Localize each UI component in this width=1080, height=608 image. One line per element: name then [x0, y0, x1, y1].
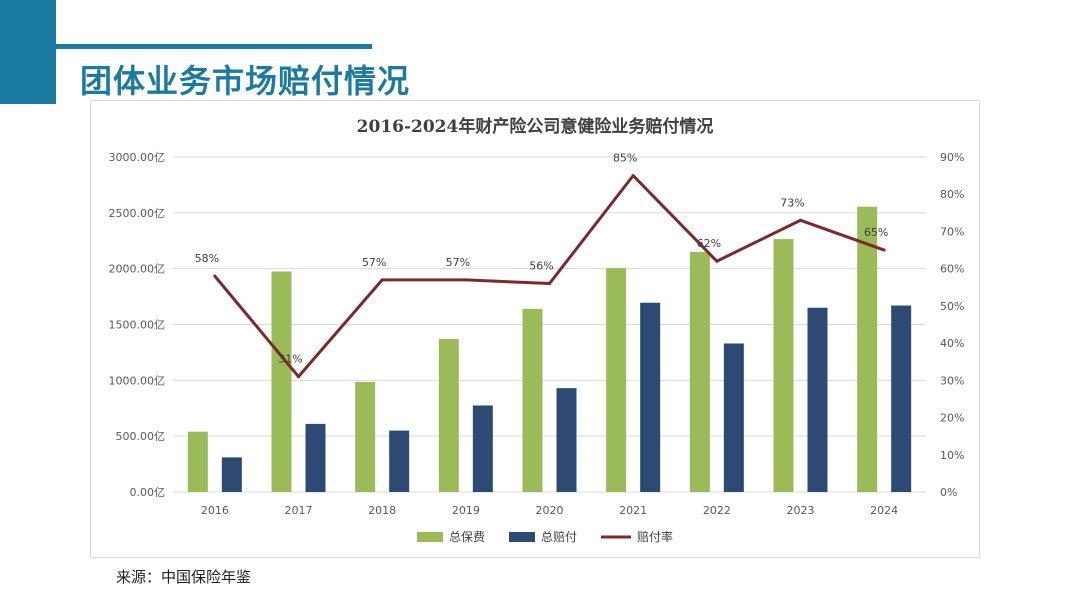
left-tick-label: 500.00亿 [116, 430, 166, 443]
right-tick-label: 40% [940, 337, 964, 350]
header-accent-block [0, 0, 56, 104]
right-tick-label: 80% [940, 188, 964, 201]
ratio-data-label: 58% [195, 252, 219, 265]
left-tick-label: 1500.00亿 [109, 319, 166, 332]
legend-label: 赔付率 [637, 529, 673, 544]
x-tick-label: 2020 [536, 504, 564, 517]
right-tick-label: 90% [940, 151, 964, 164]
right-tick-label: 20% [940, 412, 964, 425]
bars [187, 206, 912, 493]
legend-item: 总保费 [417, 530, 485, 544]
x-tick-label: 2021 [619, 504, 647, 517]
combo-chart: 2016-2024年财产险公司意健险业务赔付情况 0.00亿 500.00亿 100… [109, 116, 965, 544]
slide-title: 团体业务市场赔付情况 [80, 62, 411, 100]
ratio-point [464, 278, 468, 282]
x-tick-label: 2022 [703, 504, 731, 517]
x-axis: 2016 2017 2018 2019 2020 2021 2022 2023 2024 [201, 504, 898, 517]
ratio-data-label: 65% [864, 226, 888, 239]
claims-bar [640, 302, 661, 492]
claims-bar [723, 343, 744, 492]
claims-bar [556, 388, 577, 492]
premium-bar [438, 339, 459, 492]
left-tick-label: 2000.00亿 [109, 263, 166, 276]
premium-bar [773, 239, 794, 492]
left-axis: 0.00亿 500.00亿 1000.00亿 1500.00亿 2000.00亿 2500… [109, 151, 166, 499]
ratio-point [213, 274, 217, 278]
gridlines [173, 156, 926, 493]
x-tick-label: 2018 [368, 504, 396, 517]
ratio-point [715, 259, 719, 263]
ratio-data-label: 56% [529, 260, 553, 273]
claims-bar [807, 307, 828, 492]
left-tick-label: 1000.00亿 [109, 374, 166, 387]
x-tick-label: 2017 [285, 504, 313, 517]
left-tick-label: 0.00亿 [130, 486, 166, 499]
legend-swatch [509, 532, 535, 542]
ratio-data-label: 73% [780, 196, 804, 209]
ratio-data-label: 85% [613, 152, 637, 165]
right-tick-label: 60% [940, 263, 964, 276]
left-tick-label: 3000.00亿 [109, 151, 166, 164]
claims-bar [472, 405, 493, 492]
premium-bar [187, 431, 208, 492]
premium-bar [522, 308, 543, 492]
chart-frame: 2016-2024年财产险公司意健险业务赔付情况 0.00亿 500.00亿 100… [90, 100, 980, 558]
premium-bar [271, 271, 292, 492]
premium-bar [606, 268, 627, 492]
legend-swatch [417, 532, 443, 542]
right-tick-label: 0% [940, 486, 957, 499]
ratio-data-label: 57% [362, 256, 386, 269]
legend-item: 总赔付 [509, 529, 577, 544]
legend: 总保费 总赔付 赔付率 [417, 529, 673, 544]
x-tick-label: 2016 [201, 504, 229, 517]
claims-bar [891, 305, 912, 492]
left-tick-label: 2500.00亿 [109, 207, 166, 220]
right-tick-label: 50% [940, 300, 964, 313]
ratio-point [631, 174, 635, 178]
ratio-point [882, 248, 886, 252]
claims-bar [305, 423, 326, 492]
ratio-point [297, 375, 300, 379]
x-tick-label: 2019 [452, 504, 480, 517]
ratio-point [799, 218, 802, 222]
source-note: 来源：中国保险年鉴 [116, 568, 252, 586]
x-tick-label: 2024 [870, 504, 898, 517]
legend-label: 总保费 [449, 530, 485, 544]
premium-bar [355, 382, 376, 492]
ratio-point [380, 278, 384, 282]
right-tick-label: 70% [940, 225, 964, 238]
chart-title: 2016-2024年财产险公司意健险业务赔付情况 [357, 116, 714, 137]
legend-item: 赔付率 [601, 529, 673, 544]
legend-label: 总赔付 [541, 529, 577, 544]
header-accent-line [56, 44, 372, 49]
claims-bar [389, 430, 410, 492]
premium-bar [857, 206, 878, 493]
x-tick-label: 2023 [787, 504, 815, 517]
ratio-point [548, 282, 551, 286]
right-tick-label: 30% [940, 374, 964, 387]
ratio-data-label: 57% [446, 256, 470, 269]
premium-bar [689, 251, 710, 492]
ratio-data-label: 62% [697, 237, 721, 250]
ratio-data-label: 31% [278, 353, 302, 366]
claims-bar [221, 457, 242, 492]
right-tick-label: 10% [940, 449, 964, 462]
right-axis: 0% 10% 20% 30% 40% 50% 60% 70% 80% 90% [940, 151, 964, 499]
ratio-line: 58% 31% 57% 57% 56% 85% 62% 73% 65% [195, 152, 888, 379]
